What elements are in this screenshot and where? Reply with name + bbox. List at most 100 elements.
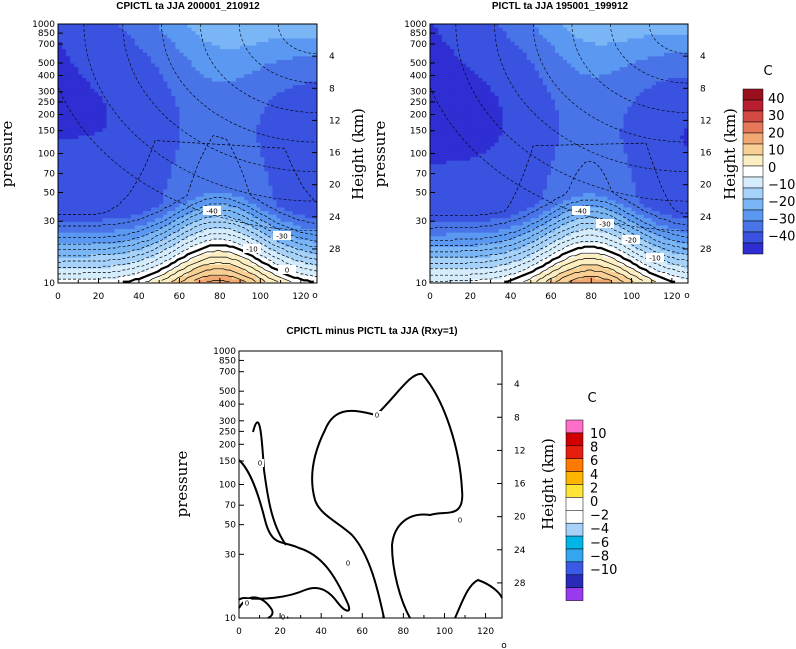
panel-cpictl-cell [207, 275, 213, 281]
panel-cpictl-cell [195, 203, 201, 209]
panel-cpictl-cell [236, 171, 241, 176]
panel-cpictl-cell [159, 81, 164, 86]
panel-cpictl-cell [236, 95, 241, 101]
panel-cpictl-cell [94, 164, 100, 169]
panel-cpictl-cell [167, 254, 172, 259]
panel-cpictl-cell [187, 77, 193, 83]
panel-pictl-cell [498, 31, 504, 36]
panel-cpictl-cell [195, 99, 201, 104]
panel-cpictl-cell [151, 38, 156, 43]
panel-cpictl-cell [272, 131, 278, 137]
panel-cpictl-cell [175, 88, 181, 93]
panel-cpictl-cell [62, 99, 67, 104]
panel-cpictl-cell [74, 157, 79, 162]
panel-cpictl-cell [276, 59, 282, 65]
panel-cpictl-cell [264, 103, 270, 108]
panel-cpictl-cell [86, 81, 91, 86]
panel-cpictl-cell [280, 92, 286, 97]
panel-cpictl-cell [110, 59, 116, 65]
panel-cpictl-cell [90, 34, 96, 39]
panel-pictl-cell [559, 24, 564, 29]
panel-cpictl-cell [183, 92, 189, 97]
panel-pictl-cell [526, 31, 532, 36]
panel-cpictl-cell [70, 218, 75, 223]
panel-cpictl-cell [159, 113, 164, 119]
panel-cpictl-cell [187, 157, 193, 162]
panel-cpictl-cell [74, 250, 79, 255]
panel-cpictl-cell [240, 49, 245, 54]
panel-cpictl-cell [195, 164, 201, 169]
panel-cpictl-cell [138, 142, 144, 147]
panel-cpictl-cell [191, 38, 197, 43]
panel-cpictl-cell [155, 207, 160, 212]
panel-cpictl-cell [118, 74, 124, 79]
panel-cpictl-cell [118, 128, 124, 133]
panel-cpictl-cell [207, 167, 213, 173]
panel-cpictl-cell [292, 211, 298, 216]
panel-pictl-cell [482, 34, 488, 39]
panel-cpictl-cell [179, 45, 185, 50]
panel-cpictl-cell [102, 95, 108, 101]
panel-cpictl-cell [151, 203, 156, 209]
panel-cpictl-cell [248, 146, 253, 151]
panel-cpictl-cell [142, 247, 148, 252]
panel-cpictl-cell [268, 67, 274, 72]
panel-cpictl-cell [159, 171, 164, 176]
panel-cpictl-cell [134, 272, 140, 277]
panel-cpictl-cell [292, 221, 298, 227]
panel-cpictl-cell [163, 185, 168, 191]
panel-cpictl-cell [106, 113, 112, 119]
panel-cpictl-cell [114, 45, 120, 50]
panel-cpictl-cell [232, 203, 237, 209]
panel-cpictl-cell [232, 135, 237, 140]
panel-cpictl-cell [248, 27, 253, 32]
panel-cpictl-cell [134, 200, 140, 205]
panel-cpictl-cell [118, 49, 124, 54]
panel-cpictl-cell [276, 254, 282, 259]
panel-cpictl-cell [292, 52, 298, 57]
panel-cpictl-cell [110, 171, 116, 176]
panel-cpictl-cell [98, 175, 104, 180]
panel-cpictl-cell [66, 31, 71, 36]
panel-cpictl-cell [248, 149, 253, 155]
panel-cpictl-cell [102, 63, 108, 68]
panel-cpictl-cell [106, 200, 112, 205]
panel-cpictl-cell [268, 200, 274, 205]
panel-cpictl-cell [207, 171, 213, 176]
panel-cpictl-cell [167, 265, 172, 270]
panel-cpictl-cell [138, 41, 144, 47]
panel-cpictl-cell [223, 146, 229, 151]
panel-pictl-cell [534, 31, 540, 36]
panel-cpictl-cell [203, 135, 209, 140]
panel-cpictl-cell [203, 95, 209, 101]
panel-cpictl-cell [280, 99, 286, 104]
panel-cpictl-cell [94, 117, 100, 122]
panel-pictl-cell [482, 38, 488, 43]
panel-cpictl-cell [78, 59, 83, 65]
panel-pictl-cell [482, 24, 488, 29]
panel-cpictl-cell [122, 236, 128, 241]
panel-cpictl-cell [219, 74, 225, 79]
panel-cpictl-cell [203, 178, 209, 183]
panel-cpictl-cell [244, 167, 249, 173]
panel-cpictl-cell [207, 257, 213, 263]
panel-cpictl-cell [296, 229, 302, 234]
panel-cpictl-cell [142, 74, 148, 79]
panel-cpictl-cell [227, 229, 233, 234]
panel-pictl-cell [659, 27, 665, 32]
panel-cpictl-cell [260, 142, 265, 147]
panel-cpictl-cell [167, 261, 172, 266]
panel-cpictl-cell [215, 113, 221, 119]
panel-cpictl-isoline [193, 274, 246, 283]
panel-pictl-cell [599, 34, 604, 39]
panel-cpictl-cell [227, 160, 233, 165]
panel-cpictl-cell [236, 175, 241, 180]
panel-cpictl-cell [94, 38, 100, 43]
panel-cpictl-cell [260, 49, 265, 54]
panel-cpictl-cell [106, 214, 112, 219]
panel-cpictl-cell [284, 139, 290, 144]
panel-cpictl-cell [90, 31, 96, 36]
panel-cpictl-cell [102, 200, 108, 205]
panel-cpictl-cell [211, 221, 217, 227]
panel-cpictl-cell [138, 247, 144, 252]
